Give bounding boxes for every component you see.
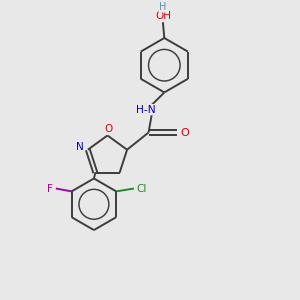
Text: F: F [47, 184, 53, 194]
Text: N: N [76, 142, 84, 152]
Text: OH: OH [155, 11, 171, 21]
Text: O: O [181, 128, 190, 137]
Text: H: H [159, 2, 167, 12]
Text: O: O [104, 124, 112, 134]
Text: H-N: H-N [136, 105, 155, 115]
Text: Cl: Cl [137, 184, 147, 194]
